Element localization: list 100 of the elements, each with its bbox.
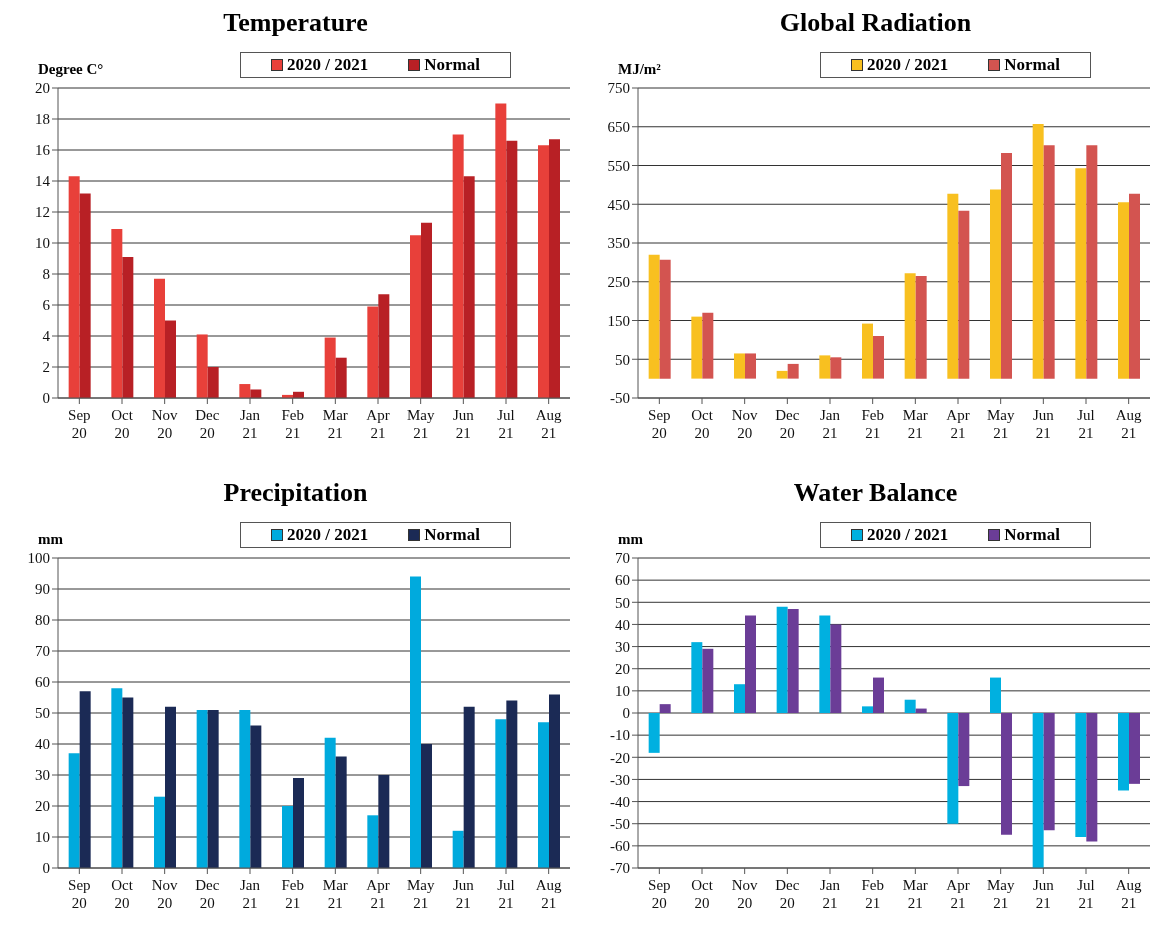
legend-label: 2020 / 2021: [866, 525, 949, 545]
y-tick-label: -30: [610, 771, 630, 788]
x-tick-label: May 21: [406, 407, 435, 441]
bar: [776, 606, 788, 713]
bar: [335, 357, 347, 398]
y-tick-label: -20: [610, 749, 630, 766]
y-tick-label: 0: [42, 390, 50, 407]
bar: [367, 306, 379, 398]
bar: [506, 700, 518, 868]
chart-title: Precipitation: [222, 478, 369, 509]
y-tick-label: 50: [615, 351, 630, 368]
legend-label: Normal: [1003, 55, 1060, 75]
x-tick-label: Jun 21: [1032, 877, 1055, 911]
legend-label: Normal: [423, 525, 480, 545]
bar: [122, 256, 134, 398]
legend-label: 2020 / 2021: [286, 55, 369, 75]
bar: [1129, 713, 1140, 784]
y-tick-label: 20: [615, 661, 630, 678]
y-tick-label: 40: [35, 736, 50, 753]
y-tick-label: 10: [35, 829, 50, 846]
bar: [196, 334, 208, 398]
y-tick-label: 0: [42, 860, 50, 877]
bar: [1086, 713, 1098, 842]
bar: [250, 725, 262, 868]
y-tick-label: 50: [615, 594, 630, 611]
bar: [324, 337, 336, 398]
x-tick-label: May 21: [986, 877, 1015, 911]
bar: [659, 259, 671, 379]
bar: [111, 688, 123, 868]
x-tick-label: Sep 20: [648, 877, 671, 911]
x-tick-label: May 21: [986, 407, 1015, 441]
legend-label: 2020 / 2021: [866, 55, 949, 75]
bar: [958, 713, 970, 787]
bar: [239, 709, 251, 868]
bar: [239, 384, 251, 398]
bar: [873, 336, 884, 379]
x-tick-label: Mar 21: [902, 877, 928, 911]
bar: [207, 709, 219, 868]
y-tick-label: 150: [607, 312, 630, 329]
bar: [745, 353, 756, 379]
bar: [830, 357, 842, 379]
bar: [410, 576, 421, 868]
x-tick-label: Jun 21: [452, 877, 475, 911]
y-tick-label: -50: [610, 816, 630, 833]
x-tick-label: Apr 21: [366, 407, 390, 441]
bar: [787, 363, 799, 379]
y-tick-label: 60: [35, 674, 50, 691]
legend-label: Normal: [1003, 525, 1060, 545]
x-tick-label: Oct 20: [111, 407, 134, 441]
y-tick-label: 10: [35, 235, 50, 252]
y-tick-label: 18: [35, 111, 50, 128]
bar: [862, 323, 873, 379]
bar: [862, 706, 873, 713]
x-tick-label: Jul 21: [497, 877, 515, 911]
bar: [734, 353, 745, 379]
y-axis-title: MJ/m²: [617, 61, 662, 78]
bar: [68, 176, 80, 398]
bar: [421, 744, 432, 868]
x-tick-label: Sep 20: [68, 407, 91, 441]
bar: [335, 756, 347, 868]
bar: [421, 222, 432, 398]
bar: [734, 684, 745, 713]
x-tick-label: Jun 21: [1032, 407, 1055, 441]
x-tick-label: Nov 20: [731, 877, 759, 911]
bar: [1075, 713, 1087, 837]
y-tick-label: 60: [615, 572, 630, 589]
bar: [378, 775, 390, 868]
bar: [282, 806, 293, 868]
bar: [1001, 153, 1012, 379]
x-tick-label: May 21: [406, 877, 435, 911]
bar: [68, 753, 80, 868]
x-tick-label: Aug 21: [1115, 877, 1143, 911]
legend-label: 2020 / 2021: [286, 525, 369, 545]
x-tick-label: Jan 21: [820, 877, 841, 911]
bar: [495, 103, 507, 398]
bar: [904, 699, 916, 713]
y-tick-label: -50: [610, 390, 630, 407]
bar: [165, 706, 176, 868]
bar: [947, 193, 959, 379]
x-tick-label: Oct 20: [691, 407, 714, 441]
bar: [1032, 713, 1044, 868]
x-tick-label: Jun 21: [452, 407, 475, 441]
y-tick-label: 14: [35, 173, 51, 190]
y-axis-title: mm: [37, 531, 64, 548]
x-tick-label: Sep 20: [648, 407, 671, 441]
chart-title: Temperature: [222, 8, 369, 39]
y-tick-label: 0: [622, 705, 630, 722]
y-tick-label: -10: [610, 727, 630, 744]
bar: [452, 830, 464, 868]
bar: [549, 139, 560, 398]
bar: [819, 615, 831, 713]
y-tick-label: 16: [35, 142, 51, 159]
y-tick-label: -60: [610, 838, 630, 855]
x-tick-label: Oct 20: [111, 877, 134, 911]
bar: [549, 694, 560, 868]
chart-title: Global Radiation: [778, 8, 973, 39]
bar: [648, 254, 660, 379]
y-tick-label: 30: [615, 638, 630, 655]
x-tick-label: Dec 20: [195, 877, 220, 911]
y-tick-label: 6: [42, 297, 51, 314]
